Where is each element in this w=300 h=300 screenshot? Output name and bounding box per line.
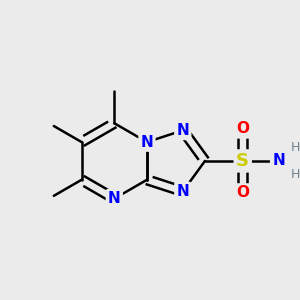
- Text: S: S: [236, 152, 249, 170]
- Text: N: N: [272, 153, 285, 168]
- Text: N: N: [141, 135, 153, 150]
- Text: N: N: [176, 184, 189, 199]
- Text: N: N: [108, 191, 121, 206]
- Text: O: O: [236, 122, 249, 136]
- Text: O: O: [236, 185, 249, 200]
- Text: N: N: [176, 123, 189, 138]
- Text: H: H: [291, 141, 300, 154]
- Text: H: H: [291, 168, 300, 181]
